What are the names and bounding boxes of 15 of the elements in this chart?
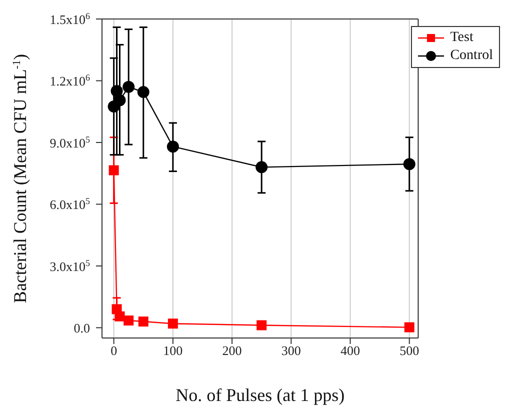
- x-tick-label: 300: [281, 343, 301, 358]
- legend-label: Test: [450, 29, 474, 47]
- y-tick-label: 3.0x10$^{5}$: [50, 258, 90, 274]
- y-tick-label: 1.5x10$^{6}$: [50, 11, 90, 27]
- y-tick-label: 6.0x10$^{5}$: [50, 196, 90, 212]
- y-tick-label: 9.0x10$^{5}$: [50, 134, 90, 150]
- x-tick-label: 400: [340, 343, 360, 358]
- x-tick-label: 100: [163, 343, 183, 358]
- y-tick-label: 0.0: [74, 320, 90, 336]
- x-tick-label: 200: [222, 343, 242, 358]
- x-tick-label: 0: [110, 343, 118, 358]
- x-axis-title: No. of Pulses (at 1 pps): [176, 384, 345, 405]
- legend-label: Control: [450, 47, 493, 65]
- x-tick-label: 500: [400, 343, 420, 358]
- y-tick-label: 1.2x10$^{6}$: [50, 72, 90, 89]
